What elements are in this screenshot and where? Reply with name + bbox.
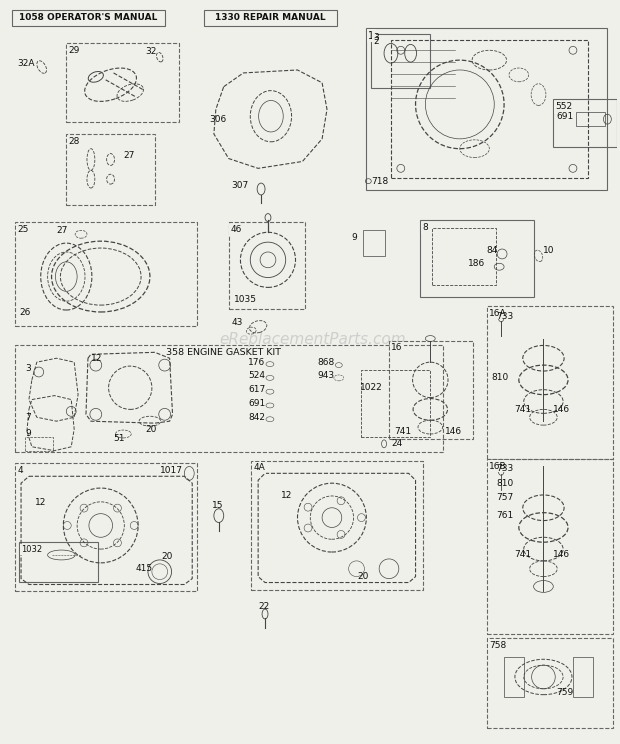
Text: 146: 146 [553, 551, 570, 559]
Text: 306: 306 [209, 115, 226, 124]
Text: 1058 OPERATOR'S MANUAL: 1058 OPERATOR'S MANUAL [19, 13, 157, 22]
Text: 3: 3 [373, 33, 379, 42]
Bar [229, 222, 306, 309]
Bar [391, 40, 588, 179]
Text: 12: 12 [35, 498, 46, 507]
Bar [15, 222, 197, 326]
Text: 4A: 4A [253, 464, 265, 472]
Text: 1: 1 [368, 31, 374, 41]
Text: 741: 741 [514, 551, 531, 559]
Text: 12: 12 [281, 492, 292, 501]
Text: 29: 29 [68, 46, 79, 55]
Text: 46: 46 [231, 225, 242, 234]
Bar [432, 228, 496, 286]
Text: 84: 84 [486, 246, 498, 254]
Bar [553, 100, 618, 147]
Text: 146: 146 [553, 405, 570, 414]
Text: 9: 9 [25, 429, 31, 438]
Text: 758: 758 [489, 641, 507, 650]
Text: eReplacementParts.com: eReplacementParts.com [219, 332, 405, 347]
Text: 733: 733 [496, 464, 513, 473]
Text: 20: 20 [162, 553, 173, 562]
Text: 15: 15 [212, 501, 223, 510]
Text: 27: 27 [123, 151, 135, 160]
Bar [25, 437, 53, 451]
Bar [361, 370, 430, 437]
Text: 761: 761 [496, 511, 513, 520]
Text: 943: 943 [317, 371, 334, 380]
Text: 741: 741 [394, 426, 411, 435]
Bar [576, 112, 605, 126]
Bar [389, 341, 472, 439]
Text: 1330 REPAIR MANUAL: 1330 REPAIR MANUAL [215, 13, 326, 22]
Text: 24: 24 [391, 439, 402, 449]
Text: 718: 718 [371, 176, 389, 186]
Text: 10: 10 [542, 246, 554, 254]
Bar [363, 231, 385, 256]
Text: 415: 415 [135, 564, 153, 574]
Text: 4: 4 [17, 466, 23, 475]
Text: 8: 8 [422, 223, 428, 232]
Text: 27: 27 [56, 226, 68, 235]
Text: 868: 868 [317, 358, 334, 367]
Bar [487, 638, 613, 728]
Text: 1035: 1035 [234, 295, 257, 304]
Bar [15, 345, 443, 452]
Text: 3: 3 [25, 364, 31, 373]
Text: 186: 186 [467, 259, 485, 269]
Text: 16B: 16B [489, 461, 507, 470]
Bar [12, 10, 165, 26]
Text: 741: 741 [514, 405, 531, 414]
Text: 1017: 1017 [160, 466, 183, 475]
Bar [19, 542, 98, 582]
Bar [66, 134, 155, 205]
Bar [204, 10, 337, 26]
Text: 9: 9 [352, 233, 357, 242]
Text: 28: 28 [68, 137, 79, 146]
Text: 176: 176 [248, 358, 265, 367]
Bar [366, 28, 608, 190]
Text: 51: 51 [113, 434, 125, 443]
Text: 20: 20 [358, 572, 369, 581]
Text: 810: 810 [496, 478, 513, 487]
Text: 16: 16 [391, 344, 402, 353]
Text: 43: 43 [232, 318, 243, 327]
Bar [251, 461, 423, 591]
Text: 757: 757 [496, 493, 513, 502]
Bar [15, 464, 197, 591]
Text: 2: 2 [373, 36, 379, 45]
Text: 691: 691 [248, 399, 265, 408]
Text: 20: 20 [145, 425, 156, 434]
Bar [487, 306, 613, 458]
Text: 26: 26 [19, 309, 30, 318]
Text: 1022: 1022 [360, 383, 382, 392]
Bar [487, 458, 613, 634]
Text: 759: 759 [556, 688, 574, 697]
Bar [504, 657, 524, 696]
Text: 32A: 32A [17, 59, 35, 68]
Text: 32: 32 [145, 47, 156, 56]
Text: 307: 307 [232, 181, 249, 190]
Text: 691: 691 [556, 112, 574, 121]
Text: 733: 733 [496, 312, 513, 321]
Text: 25: 25 [17, 225, 29, 234]
Text: 7: 7 [25, 413, 31, 422]
Text: 524: 524 [248, 371, 265, 380]
Text: 12: 12 [91, 353, 102, 363]
Text: 617: 617 [248, 385, 265, 394]
Text: 22: 22 [258, 602, 270, 611]
Text: 810: 810 [491, 373, 508, 382]
Text: 146: 146 [445, 426, 462, 435]
Bar [573, 657, 593, 696]
Text: 16A: 16A [489, 309, 507, 318]
Text: 552: 552 [556, 103, 572, 112]
Text: 358 ENGINE GASKET KIT: 358 ENGINE GASKET KIT [166, 348, 281, 357]
Bar [66, 43, 179, 122]
Bar [420, 220, 534, 298]
Bar [371, 33, 430, 88]
Text: 842: 842 [248, 413, 265, 422]
Text: 1032: 1032 [21, 545, 42, 554]
